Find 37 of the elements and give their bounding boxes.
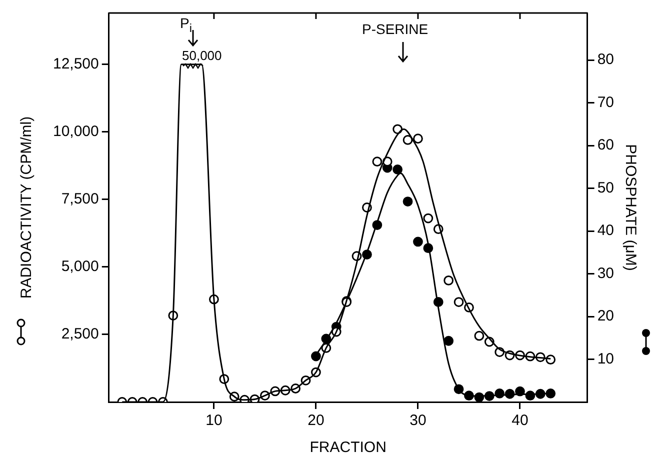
y-axis-title: RADIOACTIVITY (CPM/ml)	[18, 116, 36, 299]
annotation: P-SERINE	[362, 21, 428, 37]
x-tick-label: 40	[512, 412, 528, 430]
point	[423, 213, 434, 224]
y2-tick-label: 80	[597, 51, 614, 68]
y2-tick-label: 10	[597, 350, 614, 368]
x-tick-label: 10	[206, 412, 222, 430]
y-tick-label: 12,500	[52, 55, 99, 72]
point	[413, 134, 423, 144]
y2-axis-title: PHOSPHATE (μM)	[622, 144, 639, 271]
point	[546, 354, 556, 365]
x-tick-label: 30	[410, 412, 426, 430]
y2-tick-label: 70	[597, 94, 614, 111]
point	[311, 351, 321, 362]
annotation: 50,000	[182, 48, 222, 63]
point	[372, 156, 382, 167]
y-tick-label: 5,000	[61, 258, 99, 276]
point	[444, 336, 454, 346]
y2-tick-label: 20	[597, 308, 614, 325]
point	[444, 275, 454, 286]
point	[392, 164, 403, 174]
point	[402, 135, 413, 145]
y2-tick-label: 50	[597, 179, 614, 196]
y2-tick-label: 60	[597, 136, 614, 154]
y-tick-label: 2,500	[61, 326, 99, 343]
y2-tick-label: 30	[597, 264, 614, 282]
point	[413, 236, 423, 247]
y-tick-label: 10,000	[52, 123, 99, 140]
point	[546, 388, 556, 398]
y2-tick-label: 40	[597, 222, 614, 240]
x-axis-title: FRACTION	[310, 439, 386, 456]
x-tick-label: 20	[308, 412, 324, 430]
annotation: P$_{i}$	[180, 15, 192, 35]
point	[454, 297, 464, 307]
point	[402, 196, 413, 206]
point	[474, 330, 484, 341]
y-tick-label: 7,500	[61, 190, 99, 208]
